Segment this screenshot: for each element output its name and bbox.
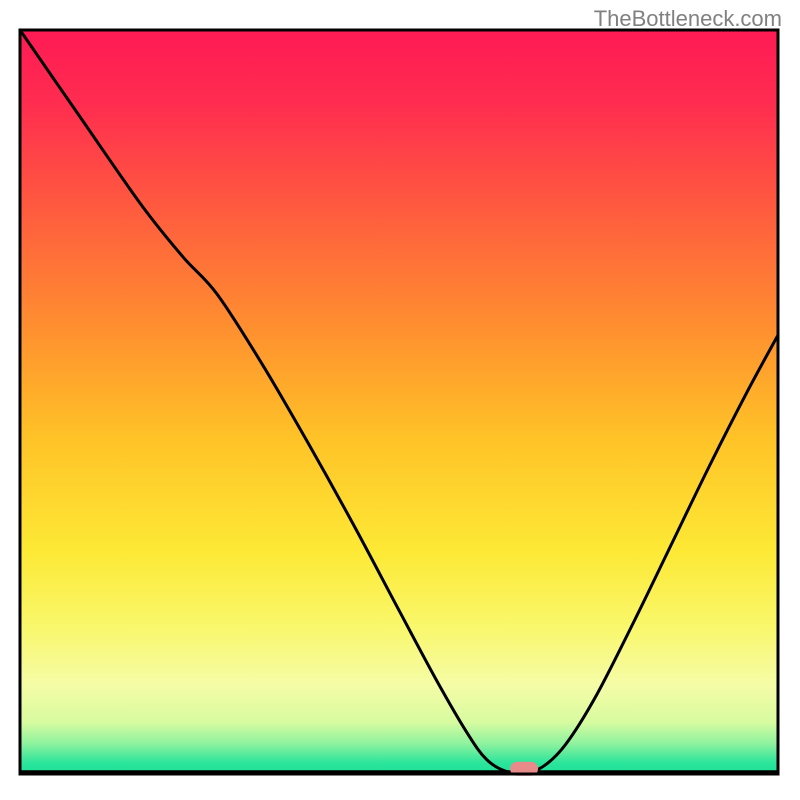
bottleneck-chart-svg [0, 0, 800, 800]
watermark-text: TheBottleneck.com [594, 6, 782, 32]
chart-container: TheBottleneck.com [0, 0, 800, 800]
plot-background [20, 30, 778, 774]
